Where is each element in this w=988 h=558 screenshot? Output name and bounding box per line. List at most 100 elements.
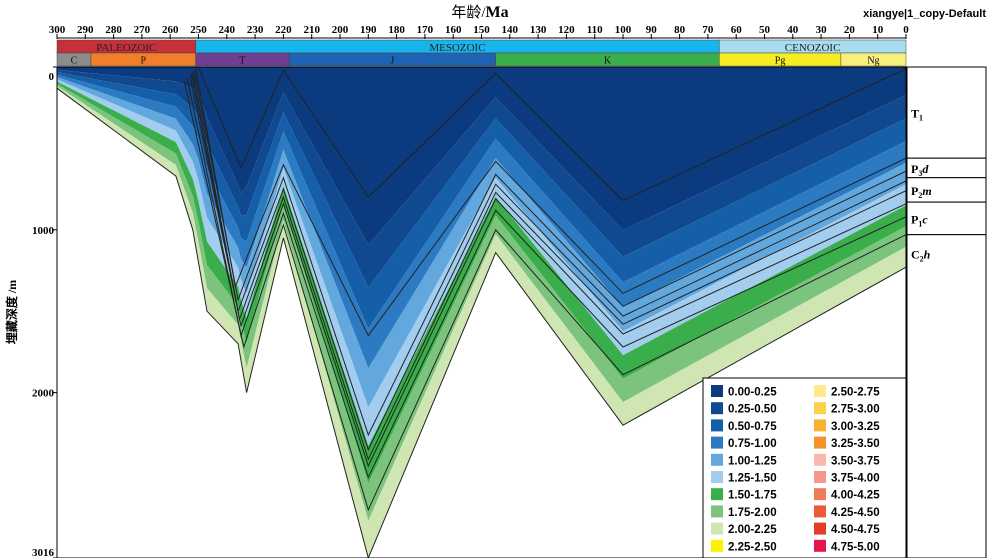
x-tick-label: 140 <box>502 24 519 36</box>
legend-label: 2.50-2.75 <box>831 387 880 399</box>
x-axis-title: 年龄/Ma <box>451 4 508 21</box>
legend-swatch <box>814 539 826 552</box>
maturity-band <box>57 67 906 245</box>
legend-swatch <box>814 402 826 415</box>
x-tick-label: 230 <box>247 24 264 36</box>
x-tick-label: 40 <box>787 24 799 36</box>
horizon-lines <box>57 67 906 558</box>
legend-swatch <box>711 453 723 466</box>
legend-swatch <box>814 436 826 449</box>
horizon-line <box>183 81 906 512</box>
legend-label: 1.00-1.25 <box>728 455 777 467</box>
x-tick-label: 240 <box>219 24 236 36</box>
x-tick-label: 10 <box>872 24 884 36</box>
era-label: CENOZOIC <box>785 42 841 54</box>
legend-label: 3.00-3.25 <box>831 421 880 433</box>
x-tick-label: 220 <box>275 24 292 36</box>
x-tick-label: 150 <box>473 24 490 36</box>
x-tick-label: 250 <box>190 24 207 36</box>
y-tick-label: 2000 <box>32 388 55 400</box>
legend-swatch <box>711 436 723 449</box>
x-tick-label: 30 <box>816 24 828 36</box>
x-tick-label: 110 <box>587 24 603 36</box>
x-tick-label: 190 <box>360 24 377 36</box>
plot-area <box>57 67 906 558</box>
legend-swatch <box>814 488 826 501</box>
legend-label: 0.25-0.50 <box>728 404 777 416</box>
x-tick-label: 50 <box>759 24 771 36</box>
x-tick-label: 160 <box>445 24 462 36</box>
plot-frame <box>56 66 907 558</box>
legend-swatch <box>814 505 826 518</box>
legend-swatch <box>814 522 826 535</box>
maturity-band <box>57 79 906 446</box>
x-tick-label: 120 <box>558 24 575 36</box>
strat-unit-label: P2m <box>911 184 932 200</box>
y-axis-title: 埋藏深度 /m <box>4 280 19 344</box>
maturity-bands <box>57 67 906 558</box>
legend-label: 4.75-5.00 <box>831 541 880 553</box>
legend-swatch <box>711 471 723 483</box>
legend-box <box>702 377 907 558</box>
period-label: Ng <box>867 56 879 67</box>
geologic-era-bar: PALEOZOIC MESOZOIC CENOZOIC <box>56 39 907 54</box>
legend-label: 3.75-4.00 <box>831 473 880 485</box>
y-tick-label: 3016 <box>32 547 55 558</box>
x-axis-ticks: 300 290 280 270 260 250 240 230 220 210 200 190 180 1… <box>49 24 909 39</box>
maturity-band <box>57 81 906 484</box>
x-tick-label: 300 <box>49 24 66 36</box>
legend: 0.00-0.25 2.50-2.75 0.25-0.50 2.75-3.00 0.50… <box>702 377 907 558</box>
maturity-band <box>57 69 906 288</box>
horizon-line <box>57 87 906 558</box>
maturity-band <box>57 74 906 369</box>
stratigraphic-column: T1 P3d P2m P1c C2h <box>906 66 987 558</box>
maturity-band <box>57 72 906 329</box>
legend-swatch <box>711 522 723 535</box>
period-label: Pg <box>775 56 786 67</box>
strat-unit-label: C2h <box>911 248 931 264</box>
legend-swatch <box>814 419 826 432</box>
strat-unit-label: T1 <box>911 107 923 123</box>
model-tagline: xiangye|1_copy-Default <box>863 8 986 20</box>
x-tick-label: 260 <box>162 24 179 36</box>
legend-label: 1.75-2.00 <box>728 507 777 519</box>
x-tick-label: 60 <box>731 24 743 36</box>
legend-swatch <box>814 385 826 397</box>
era-label: PALEOZOIC <box>96 42 156 54</box>
legend-label: 3.50-3.75 <box>831 455 880 467</box>
x-tick-label: 180 <box>388 24 405 36</box>
legend-swatch <box>711 505 723 518</box>
period-label: T <box>239 56 245 67</box>
y-axis-ticks: 0 1000 2000 3016 <box>32 66 57 558</box>
x-tick-label: 290 <box>77 24 94 36</box>
x-tick-label: 200 <box>332 24 349 36</box>
x-tick-label: 270 <box>134 24 151 36</box>
legend-label: 1.25-1.50 <box>728 473 777 485</box>
period-label: J <box>390 56 394 67</box>
period-label: K <box>604 56 612 67</box>
strat-unit-box <box>906 66 987 159</box>
legend-label: 4.50-4.75 <box>831 524 880 536</box>
maturity-band <box>57 86 906 558</box>
legend-swatch <box>711 419 723 432</box>
x-tick-label: 20 <box>844 24 856 36</box>
legend-swatch <box>814 453 826 466</box>
legend-swatch <box>711 385 723 397</box>
legend-label: 3.25-3.50 <box>831 438 880 450</box>
legend-label: 1.50-1.75 <box>728 490 777 502</box>
x-tick-label: 130 <box>530 24 547 36</box>
horizon-line <box>193 70 906 437</box>
strat-unit-label: P3d <box>911 162 929 178</box>
legend-label: 0.75-1.00 <box>728 438 777 450</box>
legend-label: 2.75-3.00 <box>831 404 880 416</box>
era-label: MESOZOIC <box>429 42 485 54</box>
legend-swatch <box>814 471 826 483</box>
legend-label: 2.25-2.50 <box>728 541 777 553</box>
horizon-line <box>198 67 906 202</box>
legend-swatch <box>711 488 723 501</box>
y-tick-label: 1000 <box>32 225 55 237</box>
legend-label: 0.50-0.75 <box>728 421 777 433</box>
legend-label: 0.00-0.25 <box>728 387 777 399</box>
period-label: P <box>141 56 147 67</box>
